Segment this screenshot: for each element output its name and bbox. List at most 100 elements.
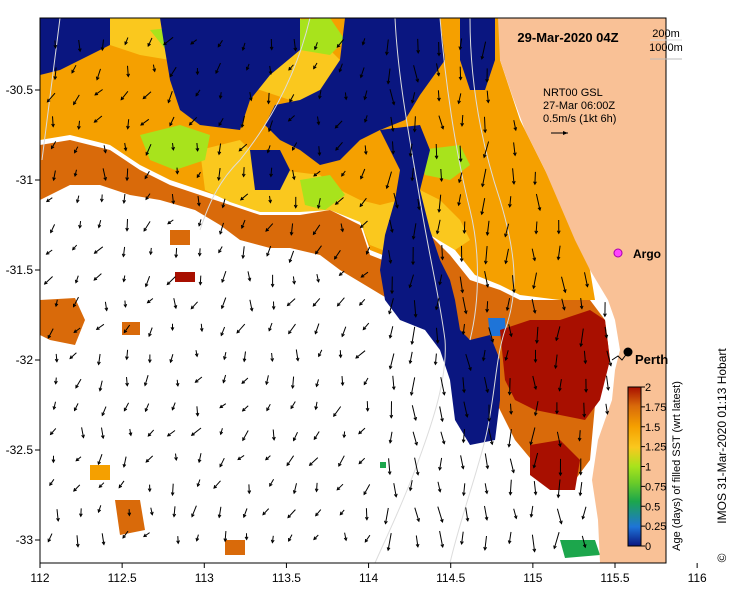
current-vector [579,482,583,496]
current-vector-head [123,407,128,412]
current-vector-head [176,540,180,545]
sst-region-age-1-75-patch-c [170,230,190,245]
current-vector-head [194,353,199,358]
current-vector [411,92,416,103]
current-vector [465,507,469,521]
current-vector-head [314,46,318,51]
current-vector [337,297,345,307]
current-vector-head [292,437,297,442]
current-vector [167,430,176,437]
current-vector-head [288,538,292,542]
current-vector-head [51,123,55,128]
current-vector [145,403,150,412]
current-vector [262,508,270,516]
current-vector-head [196,202,201,207]
current-vectors [43,36,613,553]
current-vector [534,171,536,185]
current-vector-head [487,418,492,422]
contour-legend: 200m 1000m [649,28,683,60]
current-vector [363,484,371,495]
current-vector [217,40,223,47]
current-vector-head [268,327,272,332]
current-vector [129,428,132,436]
current-vector [509,378,511,395]
current-vector [509,479,512,495]
current-vector-head [126,125,130,130]
current-vector [78,120,80,129]
current-vector [190,301,198,310]
current-vector-head [335,146,339,151]
x-tick-label: 112 [30,571,49,585]
current-vector-head [508,491,513,496]
current-vector [221,297,227,309]
current-vector-head [484,516,489,521]
current-vector-head [388,310,392,315]
current-vector-head [553,365,558,370]
current-vector [101,406,107,416]
current-vector [312,224,321,235]
current-vector-head [56,517,60,522]
current-vector [53,170,56,181]
current-vector-head [460,122,465,127]
current-vector-head [363,491,367,496]
current-vector [74,403,79,411]
current-vector-head [50,229,54,234]
current-vector [49,479,55,486]
current-vector [389,89,395,105]
copyright-icon: © [715,553,729,562]
current-vector [415,535,419,547]
current-vector [272,429,275,440]
current-vector [313,62,318,69]
current-vector [242,246,245,259]
current-vector-head [408,487,413,492]
current-vector [104,301,108,311]
current-vector [44,276,53,285]
current-vector [606,350,612,366]
current-vector-head [537,207,542,212]
current-vector [411,168,414,181]
current-vector [535,221,538,234]
current-vector-head [582,413,587,418]
current-vector-head [359,74,364,79]
current-vector-head [359,224,364,229]
current-vector [358,427,366,435]
current-vector-head [360,274,365,278]
y-tick-label: -30.5 [6,83,34,97]
current-vector [269,65,272,75]
current-vector-head [434,155,439,160]
current-label-time: 27-Mar 06:00Z [543,100,615,112]
current-vector-head [459,258,464,263]
current-vector [509,458,515,473]
current-vector-head [408,284,413,289]
current-vector [127,119,130,129]
current-vector [534,401,539,416]
current-vector [74,146,79,153]
current-vector-head [287,117,292,122]
current-vector [386,39,389,55]
current-vector-head [241,255,246,260]
current-vector-head [533,181,537,186]
current-vector [173,298,177,309]
current-vector [292,276,295,284]
y-tick-label: -31 [16,173,34,187]
current-vector [243,167,245,177]
current-vector-head [292,490,297,495]
current-vector-head [73,487,77,492]
current-vector-head [585,283,589,288]
current-vector [270,167,273,177]
current-vector [531,298,536,314]
current-vector [458,172,463,183]
current-vector-head [97,224,102,229]
current-vector [196,534,199,541]
current-vector-head [122,199,127,204]
current-vector [531,534,536,552]
current-vector-head [270,358,275,363]
current-vector [218,506,222,518]
current-vector-head [364,538,369,543]
current-vector-head [174,254,179,259]
current-vector [140,118,150,126]
current-vector-head [147,488,152,493]
current-vector [413,65,419,82]
current-vector [288,64,294,71]
current-vector-head [363,151,368,156]
